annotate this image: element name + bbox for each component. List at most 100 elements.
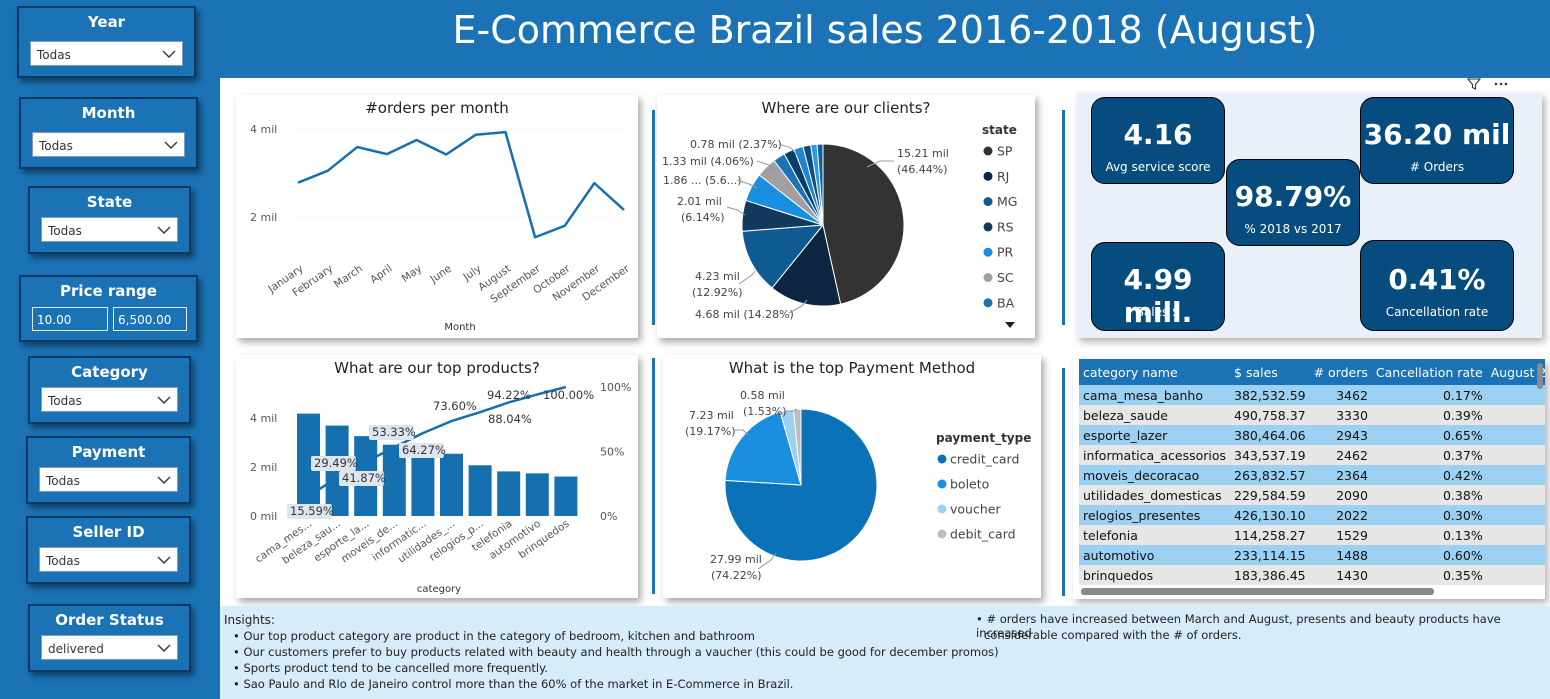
legend-label: MG	[997, 194, 1017, 209]
table-row[interactable]: telefonia 114,258.27 1529 0.13%	[1079, 525, 1545, 545]
month-dropdown[interactable]: Todas	[32, 132, 185, 157]
bar	[297, 413, 320, 516]
filter-icon[interactable]	[1466, 76, 1482, 92]
bar	[497, 471, 521, 516]
payment-chart-title: What is the top Payment Method	[728, 359, 976, 377]
table-cell: 1430	[1309, 565, 1372, 585]
table-cell: telefonia	[1079, 525, 1231, 545]
payment-dropdown[interactable]: Todas	[39, 467, 178, 492]
table-cell: 0.42%	[1371, 465, 1487, 485]
table-body: cama_mesa_banho 382,532.59 3462 0.17% beleza…	[1079, 385, 1545, 585]
table-column-header[interactable]: Cancellation rate	[1371, 359, 1487, 385]
orders-series-line	[297, 130, 625, 239]
orders-value: 36.20 mil	[1363, 118, 1511, 151]
table-cell: esporte_lazer	[1079, 425, 1231, 445]
chevron-down-icon	[157, 556, 171, 564]
data-label-box	[369, 425, 414, 440]
table-cell: 0.13%	[1371, 525, 1487, 545]
separator-line	[652, 358, 655, 594]
pie-slice	[724, 411, 802, 486]
state-slicer: State Todas	[28, 186, 191, 254]
payment-pie-chart: 27.99 mil (74.22%) 7.23 mil (19.17%) 0.58 mi…	[685, 389, 1031, 582]
table-row[interactable]: esporte_lazer 380,464.06 2943 0.65%	[1079, 425, 1545, 445]
leader-line	[788, 299, 808, 314]
x-tick-label: May	[400, 263, 425, 285]
table-row[interactable]: beleza_saude 490,758.37 3330 0.39%	[1079, 405, 1545, 425]
payment-slicer: Payment Todas	[26, 436, 191, 504]
horizontal-scrollbar[interactable]	[1081, 588, 1434, 595]
pie-data-label: (46.44%)	[897, 163, 948, 176]
table-row[interactable]: relogios_presentes 426,130.10 2022 0.30%	[1079, 505, 1545, 525]
table-row[interactable]: informatica_acessorios 343,537.19 2462 0.37…	[1079, 445, 1545, 465]
x-tick-label: April	[368, 263, 395, 287]
leader-line	[757, 552, 777, 570]
data-label-box	[287, 504, 332, 519]
insight-bullet: • Our top product category are product i…	[233, 629, 755, 643]
table-row[interactable]: utilidades_domesticas 229,584.59 2090 0.38%	[1079, 485, 1545, 505]
insight-right-line: • # orders have increased between March …	[976, 612, 1501, 640]
table-cell: 1529	[1309, 525, 1372, 545]
table-cell: 2364	[1309, 465, 1372, 485]
insight-bullet: • Sports product tend to be cancelled mo…	[233, 661, 548, 675]
pie-slice	[724, 408, 878, 562]
table-cell: 114,258.27	[1230, 525, 1310, 545]
x-tick-label: June	[427, 263, 453, 287]
y-tick-label: 0 mil	[250, 510, 277, 523]
category-slicer: Category Todas	[28, 356, 191, 424]
filter-sidebar: Year Todas Month Todas State Todas Price…	[0, 0, 220, 699]
pie-data-label: 4.68 mil (14.28%)	[695, 308, 794, 321]
order-status-dropdown[interactable]: delivered	[41, 635, 178, 660]
bar	[554, 476, 578, 516]
legend-marker	[983, 273, 993, 282]
table-cell: 490,758.37	[1230, 405, 1310, 425]
year-slicer-title: Year	[87, 13, 126, 31]
table-column-header[interactable]: # orders	[1309, 359, 1372, 385]
table-column-header[interactable]: August 2	[1486, 359, 1545, 385]
orders-chart-title: #orders per month	[365, 99, 509, 117]
legend-marker	[983, 197, 993, 207]
leader-line	[726, 206, 746, 216]
price-max-input[interactable]: 6,500.00	[113, 307, 187, 331]
insight-bullet: • Our customers prefer to buy products r…	[233, 645, 999, 659]
y2-tick-label: 50%	[600, 446, 624, 459]
legend-marker	[937, 479, 947, 489]
pie-data-label: (12.92%)	[692, 286, 743, 299]
order-status-slicer-title: Order Status	[55, 611, 164, 629]
table-row[interactable]: moveis_decoracao 263,832.57 2364 0.42%	[1079, 465, 1545, 485]
legend-title: payment_type	[936, 431, 1031, 446]
data-label: 53.33%	[372, 425, 416, 439]
y-tick-label: 4 mil	[250, 123, 277, 136]
growth-label: % 2018 vs 2017	[1244, 222, 1342, 236]
table-row[interactable]: cama_mesa_banho 382,532.59 3462 0.17%	[1079, 385, 1545, 405]
legend-marker	[937, 529, 947, 539]
table-row[interactable]: automotivo 233,114.15 1488 0.60%	[1079, 545, 1545, 565]
more-options-icon[interactable]	[1492, 76, 1510, 92]
table-column-header[interactable]: category name	[1079, 359, 1231, 385]
orders-label: # Orders	[1409, 160, 1465, 174]
table-cell: 0.65%	[1371, 425, 1487, 445]
table-cell	[1486, 565, 1545, 585]
table-column-header[interactable]: $ sales	[1230, 359, 1310, 385]
vertical-scrollbar[interactable]	[1537, 363, 1543, 389]
table-row[interactable]: brinquedos 183,386.45 1430 0.35%	[1079, 565, 1545, 585]
pie-slice	[741, 224, 825, 289]
price-range-slicer: Price range 10.00 6,500.00	[19, 275, 198, 342]
table-cell: 426,130.10	[1230, 505, 1310, 525]
legend-title: state	[982, 123, 1017, 137]
seller-id-dropdown[interactable]: Todas	[39, 547, 178, 572]
table-cell	[1486, 525, 1545, 545]
order-status-dropdown-value: delivered	[48, 642, 104, 656]
price-min-input[interactable]: 10.00	[32, 307, 108, 331]
table-cell	[1486, 405, 1545, 425]
table-cell: 2943	[1309, 425, 1372, 445]
chevron-down-icon	[157, 396, 171, 404]
year-dropdown[interactable]: Todas	[30, 41, 183, 66]
state-dropdown[interactable]: Todas	[41, 217, 178, 242]
data-label: 29.49%	[314, 456, 358, 470]
legend-marker	[983, 247, 993, 257]
category-dropdown[interactable]: Todas	[41, 387, 178, 412]
y-tick-label: 2 mil	[250, 461, 277, 474]
table-cell	[1486, 465, 1545, 485]
